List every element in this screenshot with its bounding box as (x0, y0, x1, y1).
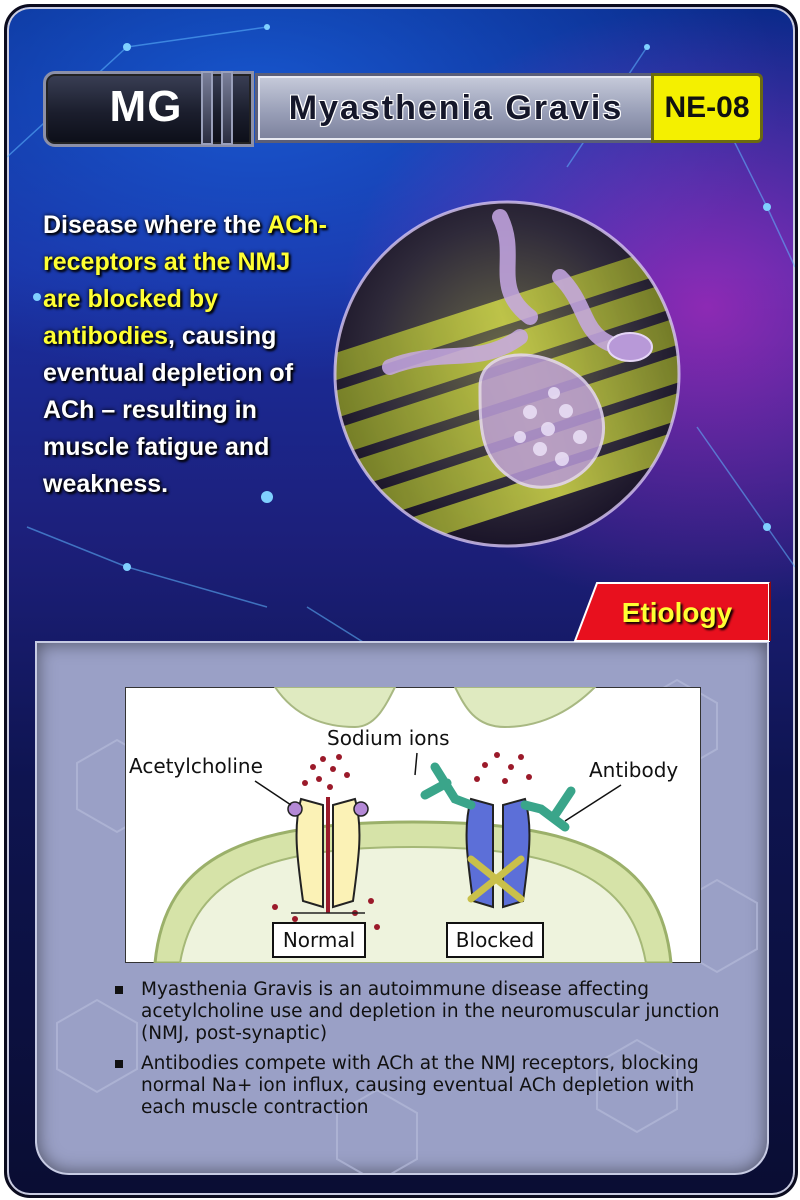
description-text: Disease where the (43, 211, 268, 239)
header-divider (201, 71, 213, 145)
description-text: , causing eventual depletion of ACh – re… (43, 322, 294, 498)
list-item: Antibodies compete with ACh at the NMJ r… (109, 1053, 729, 1119)
label-blocked: Blocked (456, 928, 534, 952)
label-acetylcholine: Acetylcholine (129, 754, 263, 778)
card-code: NE-08 (664, 91, 750, 124)
disease-card: MG Myasthenia Gravis NE-08 Disease where… (4, 4, 798, 1198)
neuromuscular-junction-illustration (333, 200, 681, 548)
label-normal: Normal (283, 928, 355, 952)
abbreviation: MG (109, 82, 183, 131)
bullet-square-icon (115, 986, 123, 994)
label-sodium-ions: Sodium ions (327, 726, 450, 750)
card-title: Myasthenia Gravis (288, 89, 624, 127)
bullet-square-icon (115, 1060, 123, 1068)
title-panel: Myasthenia Gravis (255, 73, 657, 143)
bullet-text: Myasthenia Gravis is an autoimmune disea… (141, 979, 720, 1044)
abbreviation-panel: MG (43, 71, 254, 147)
list-item: Myasthenia Gravis is an autoimmune disea… (109, 979, 729, 1045)
etiology-tab (573, 581, 771, 642)
code-badge: NE-08 (651, 73, 763, 143)
section-label: Etiology (621, 597, 733, 628)
label-antibody: Antibody (589, 758, 678, 782)
disease-description: Disease where the ACh-receptors at the N… (43, 207, 333, 503)
description-highlight: ACh-receptors at the NMJ are blocked by … (43, 211, 327, 350)
bullet-text: Antibodies compete with ACh at the NMJ r… (141, 1053, 699, 1118)
etiology-bullets: Myasthenia Gravis is an autoimmune disea… (109, 979, 729, 1127)
header-divider (221, 71, 233, 145)
receptor-diagram: Sodium ions Acetylcholine Antibody Norma… (125, 687, 701, 963)
